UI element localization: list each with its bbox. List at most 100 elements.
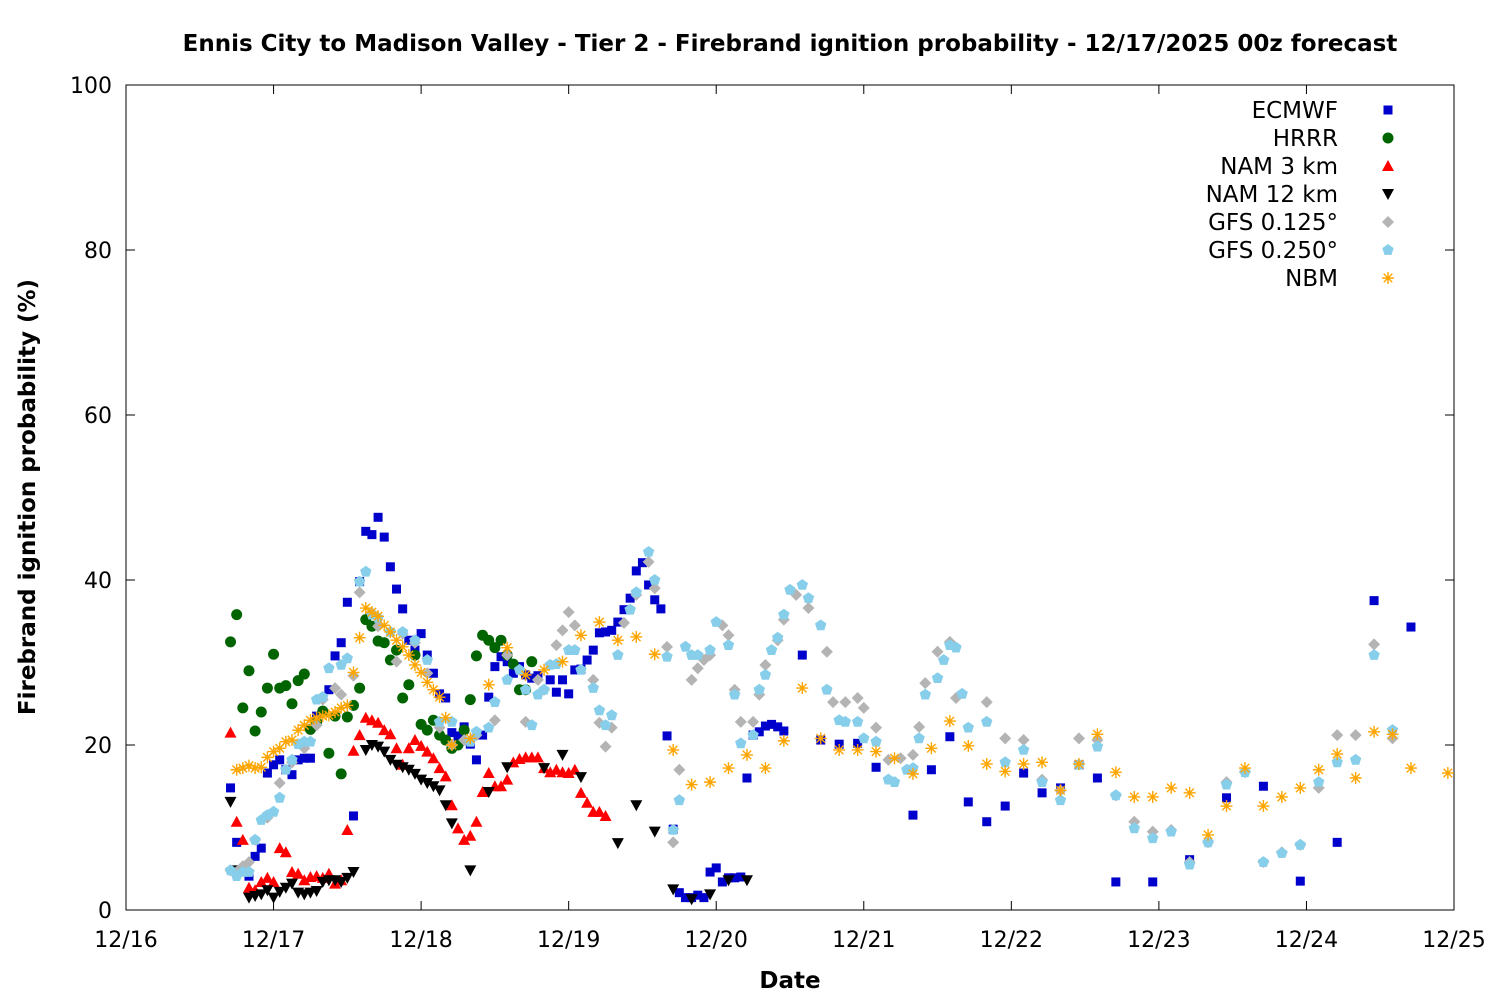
legend-label: GFS 0.250°: [1208, 238, 1338, 264]
data-point: [625, 593, 635, 603]
data-point: [711, 863, 721, 873]
legend-marker: [1383, 105, 1393, 115]
x-tick-label: 12/17: [242, 928, 305, 953]
data-point: [773, 722, 783, 732]
data-point: [427, 752, 440, 764]
data-point: [483, 721, 495, 733]
data-point: [908, 810, 918, 820]
data-point: [742, 773, 752, 783]
data-point: [341, 652, 353, 664]
y-tick-label: 0: [98, 899, 112, 924]
legend-label: NAM 3 km: [1220, 154, 1338, 180]
data-point: [870, 735, 882, 747]
data-point: [1404, 762, 1417, 775]
data-point: [226, 783, 236, 793]
data-point: [1349, 753, 1362, 765]
data-point: [348, 811, 358, 821]
data-point: [999, 765, 1012, 778]
data-point: [501, 673, 513, 685]
data-point: [870, 721, 883, 734]
data-point: [378, 746, 391, 758]
x-tick-label: 12/24: [1275, 928, 1338, 953]
data-point: [1017, 757, 1030, 770]
data-point: [1019, 768, 1029, 778]
data-point: [705, 867, 715, 877]
data-point: [335, 768, 347, 780]
data-point: [236, 833, 249, 845]
data-point: [568, 763, 581, 775]
data-point: [489, 642, 501, 654]
data-point: [778, 608, 790, 620]
data-point: [335, 876, 348, 888]
data-point: [796, 579, 808, 590]
data-point: [569, 644, 581, 655]
data-point: [421, 654, 433, 665]
data-point: [267, 875, 280, 887]
data-point: [392, 584, 402, 594]
data-point: [760, 721, 770, 731]
data-point: [353, 586, 366, 599]
data-point: [685, 894, 698, 906]
data-point: [526, 656, 538, 668]
data-point: [594, 628, 604, 638]
data-point: [409, 634, 421, 646]
data-point: [674, 888, 684, 898]
data-points: [224, 512, 1454, 906]
data-point: [304, 735, 317, 747]
data-point: [372, 741, 385, 753]
data-point: [273, 742, 286, 755]
data-point: [648, 582, 661, 595]
y-tick-label: 100: [70, 74, 112, 99]
data-point: [767, 719, 777, 729]
data-point: [747, 729, 759, 740]
data-point: [736, 872, 746, 882]
data-point: [347, 744, 360, 756]
data-point: [729, 688, 741, 700]
data-point: [519, 683, 532, 695]
data-point: [365, 606, 378, 619]
data-point: [704, 889, 717, 901]
data-point: [931, 672, 944, 683]
data-point: [599, 740, 612, 753]
data-point: [483, 634, 495, 646]
data-point: [1202, 828, 1215, 841]
data-point: [779, 726, 789, 736]
chart-title: Ennis City to Madison Valley - Tier 2 - …: [183, 31, 1398, 57]
data-point: [249, 725, 261, 737]
data-point: [310, 711, 323, 724]
data-point: [390, 655, 403, 668]
data-point: [661, 640, 674, 653]
data-point: [980, 696, 993, 709]
data-point: [624, 603, 636, 615]
data-point: [685, 778, 698, 791]
data-point: [962, 721, 974, 733]
data-point: [575, 663, 587, 675]
data-point: [691, 662, 704, 675]
data-point: [593, 616, 606, 629]
data-point: [482, 678, 495, 691]
data-point: [765, 644, 778, 655]
data-point: [323, 662, 335, 674]
data-point: [1238, 762, 1251, 775]
data-point: [305, 753, 315, 763]
data-point: [931, 645, 944, 658]
data-point: [963, 797, 973, 807]
data-point: [353, 729, 366, 741]
data-point: [1091, 728, 1104, 741]
data-point: [735, 737, 747, 749]
data-point: [242, 856, 255, 869]
data-point: [759, 668, 772, 680]
data-point: [1349, 772, 1362, 784]
data-point: [630, 800, 643, 812]
data-point: [317, 691, 329, 702]
plot-frame: [125, 84, 1455, 911]
data-point: [310, 719, 323, 732]
data-point: [402, 764, 415, 776]
data-point: [1295, 876, 1305, 886]
data-point: [1275, 790, 1288, 803]
data-point: [464, 865, 477, 877]
data-point: [1349, 729, 1362, 742]
data-point: [310, 886, 323, 898]
data-point: [243, 866, 255, 877]
data-point: [354, 682, 366, 694]
